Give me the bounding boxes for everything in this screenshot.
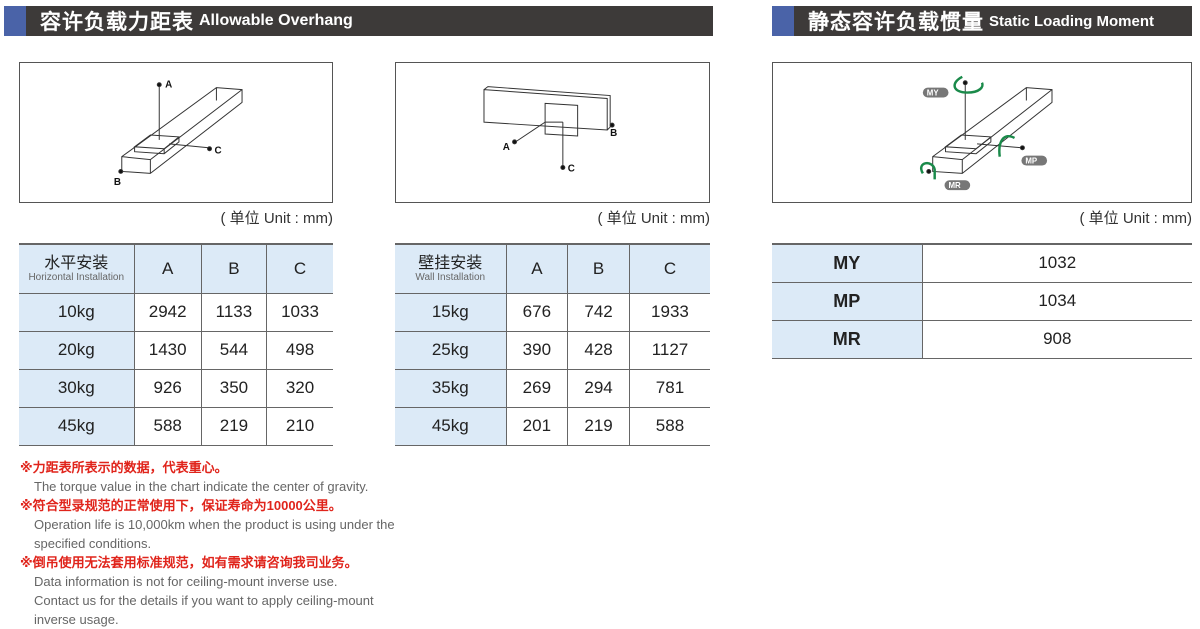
table-row: 10kg 2942 1133 1033 <box>19 293 333 332</box>
label-my: MY <box>922 87 949 98</box>
wall-diagram: A B C <box>395 62 710 203</box>
col-c: C <box>628 243 710 294</box>
note-en: inverse usage. <box>34 612 119 627</box>
load: 45kg <box>395 407 506 446</box>
moment-label: MR <box>772 320 922 359</box>
cell: 926 <box>133 369 202 408</box>
moment-value: 1032 <box>921 243 1192 283</box>
label-b: B <box>610 128 617 139</box>
header-en: Horizontal Installation <box>28 271 125 283</box>
note-en: The torque value in the chart indicate t… <box>34 479 369 494</box>
label-mr: MR <box>944 180 971 190</box>
moment-diagram: MY MP MR <box>772 62 1192 203</box>
cell: 1430 <box>133 331 202 370</box>
table-row: 35kg 269 294 781 <box>395 369 710 408</box>
cell: 588 <box>628 407 710 446</box>
cell: 201 <box>505 407 568 446</box>
cell: 742 <box>567 293 630 332</box>
col-a: A <box>133 243 202 294</box>
cell: 269 <box>505 369 568 408</box>
moment-label: MP <box>772 282 922 321</box>
table-row: MR 908 <box>772 320 1192 359</box>
svg-text:MR: MR <box>948 181 961 190</box>
note-cn: ※力距表所表示的数据，代表重心。 <box>20 460 228 475</box>
cell: 676 <box>505 293 568 332</box>
cell: 320 <box>266 369 333 408</box>
cell: 544 <box>200 331 267 370</box>
header-title-en: Allowable Overhang <box>199 12 353 29</box>
table-row: 15kg 676 742 1933 <box>395 293 710 332</box>
table-row: 45kg 588 219 210 <box>19 407 333 446</box>
cell: 2942 <box>133 293 202 332</box>
header-cn: 水平安装 <box>44 254 109 272</box>
cell: 219 <box>200 407 267 446</box>
cell: 350 <box>200 369 267 408</box>
load: 25kg <box>395 331 506 370</box>
cell: 1133 <box>200 293 267 332</box>
load: 20kg <box>19 331 134 370</box>
col-a: A <box>505 243 568 294</box>
svg-text:MP: MP <box>1025 157 1037 166</box>
note-en: Contact us for the details if you want t… <box>34 593 374 608</box>
cell: 210 <box>266 407 333 446</box>
notes: ※力距表所表示的数据，代表重心。 The torque value in the… <box>20 458 395 629</box>
label-c: C <box>214 146 221 157</box>
cell: 219 <box>567 407 630 446</box>
table-row: 25kg 390 428 1127 <box>395 331 710 370</box>
header-en: Wall Installation <box>415 271 486 283</box>
cell: 1127 <box>628 331 710 370</box>
static-moment-header: 静态容许负载惯量 Static Loading Moment <box>772 6 1192 36</box>
col-b: B <box>200 243 267 294</box>
moment-value: 1034 <box>921 282 1192 321</box>
load: 35kg <box>395 369 506 408</box>
load: 30kg <box>19 369 134 408</box>
note-en: Operation life is 10,000km when the prod… <box>34 517 395 532</box>
col-c: C <box>266 243 333 294</box>
cell: 1033 <box>266 293 333 332</box>
table-row: 20kg 1430 544 498 <box>19 331 333 370</box>
cell: 781 <box>628 369 710 408</box>
note-cn: ※符合型录规范的正常使用下，保证寿命为10000公里。 <box>20 498 342 513</box>
cell: 588 <box>133 407 202 446</box>
header-cn: 壁挂安装 <box>418 254 483 272</box>
static-moment-table: MY 1032 MP 1034 MR 908 <box>772 243 1192 359</box>
table-row: 30kg 926 350 320 <box>19 369 333 408</box>
cell: 498 <box>266 331 333 370</box>
cell: 390 <box>505 331 568 370</box>
horizontal-diagram: A C B <box>19 62 333 203</box>
unit-label: ( 单位 Unit : mm) <box>597 210 711 227</box>
label-a: A <box>165 80 172 91</box>
unit-label: ( 单位 Unit : mm) <box>220 210 334 227</box>
header-title-cn: 静态容许负载惯量 <box>808 11 984 34</box>
table-row: MY 1032 <box>772 243 1192 283</box>
cell: 294 <box>567 369 630 408</box>
cell: 1933 <box>628 293 710 332</box>
label-c: C <box>568 163 575 174</box>
col-b: B <box>567 243 630 294</box>
table-row: 45kg 201 219 588 <box>395 407 710 446</box>
note-en: specified conditions. <box>34 536 152 551</box>
note-cn: ※倒吊使用无法套用标准规范，如有需求请咨询我司业务。 <box>20 555 358 570</box>
load: 15kg <box>395 293 506 332</box>
svg-text:MY: MY <box>927 89 940 98</box>
cell: 428 <box>567 331 630 370</box>
moment-value: 908 <box>921 320 1192 359</box>
moment-label: MY <box>772 243 922 283</box>
label-mp: MP <box>1021 155 1048 166</box>
note-en: Data information is not for ceiling-moun… <box>34 574 338 589</box>
header-title-cn: 容许负载力距表 <box>40 11 194 34</box>
header-title-en: Static Loading Moment <box>989 12 1154 30</box>
allowable-overhang-header: 容许负载力距表 Allowable Overhang <box>4 6 713 36</box>
load: 45kg <box>19 407 134 446</box>
load: 10kg <box>19 293 134 332</box>
unit-label: ( 单位 Unit : mm) <box>1079 210 1193 227</box>
label-b: B <box>114 177 121 188</box>
table-row: MP 1034 <box>772 282 1192 321</box>
label-a: A <box>503 142 510 153</box>
